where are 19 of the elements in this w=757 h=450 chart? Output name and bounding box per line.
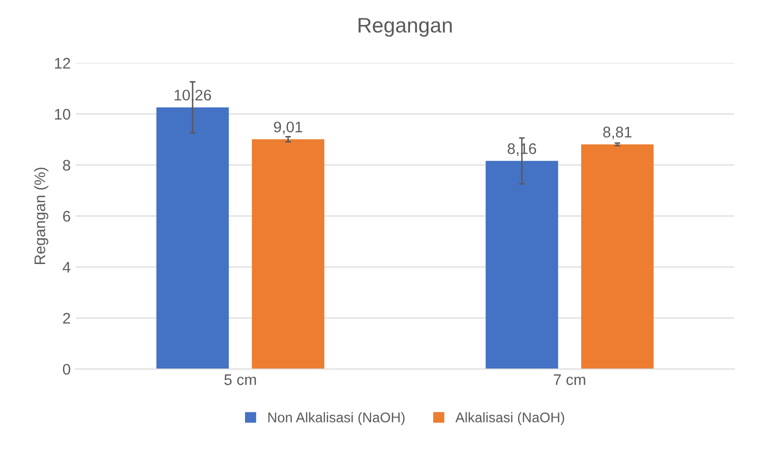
data-label: 9,01: [274, 122, 302, 134]
y-tick-label: 8: [63, 160, 70, 171]
y-tick-label: 12: [55, 58, 70, 69]
bar: [486, 160, 558, 369]
x-tick-label: 5 cm: [224, 374, 256, 386]
x-tick-label: 7 cm: [554, 374, 586, 386]
y-tick-label: 4: [62, 262, 70, 273]
y-tick-label: 0: [62, 364, 70, 375]
y-tick-label: 6: [63, 210, 70, 222]
legend-label: Alkalisasi (NaOH): [455, 412, 564, 426]
y-tick-label: 2: [63, 312, 70, 324]
chart-title: Regangan: [358, 18, 452, 37]
y-axis-title: Regangan (%): [34, 168, 48, 264]
data-label: 8,81: [603, 126, 632, 140]
bar: [252, 139, 324, 369]
bar: [581, 144, 654, 369]
legend-label: Non Alkalisasi (NaOH): [268, 412, 405, 426]
bar: [156, 107, 229, 369]
y-tick-label: 10: [55, 108, 70, 120]
